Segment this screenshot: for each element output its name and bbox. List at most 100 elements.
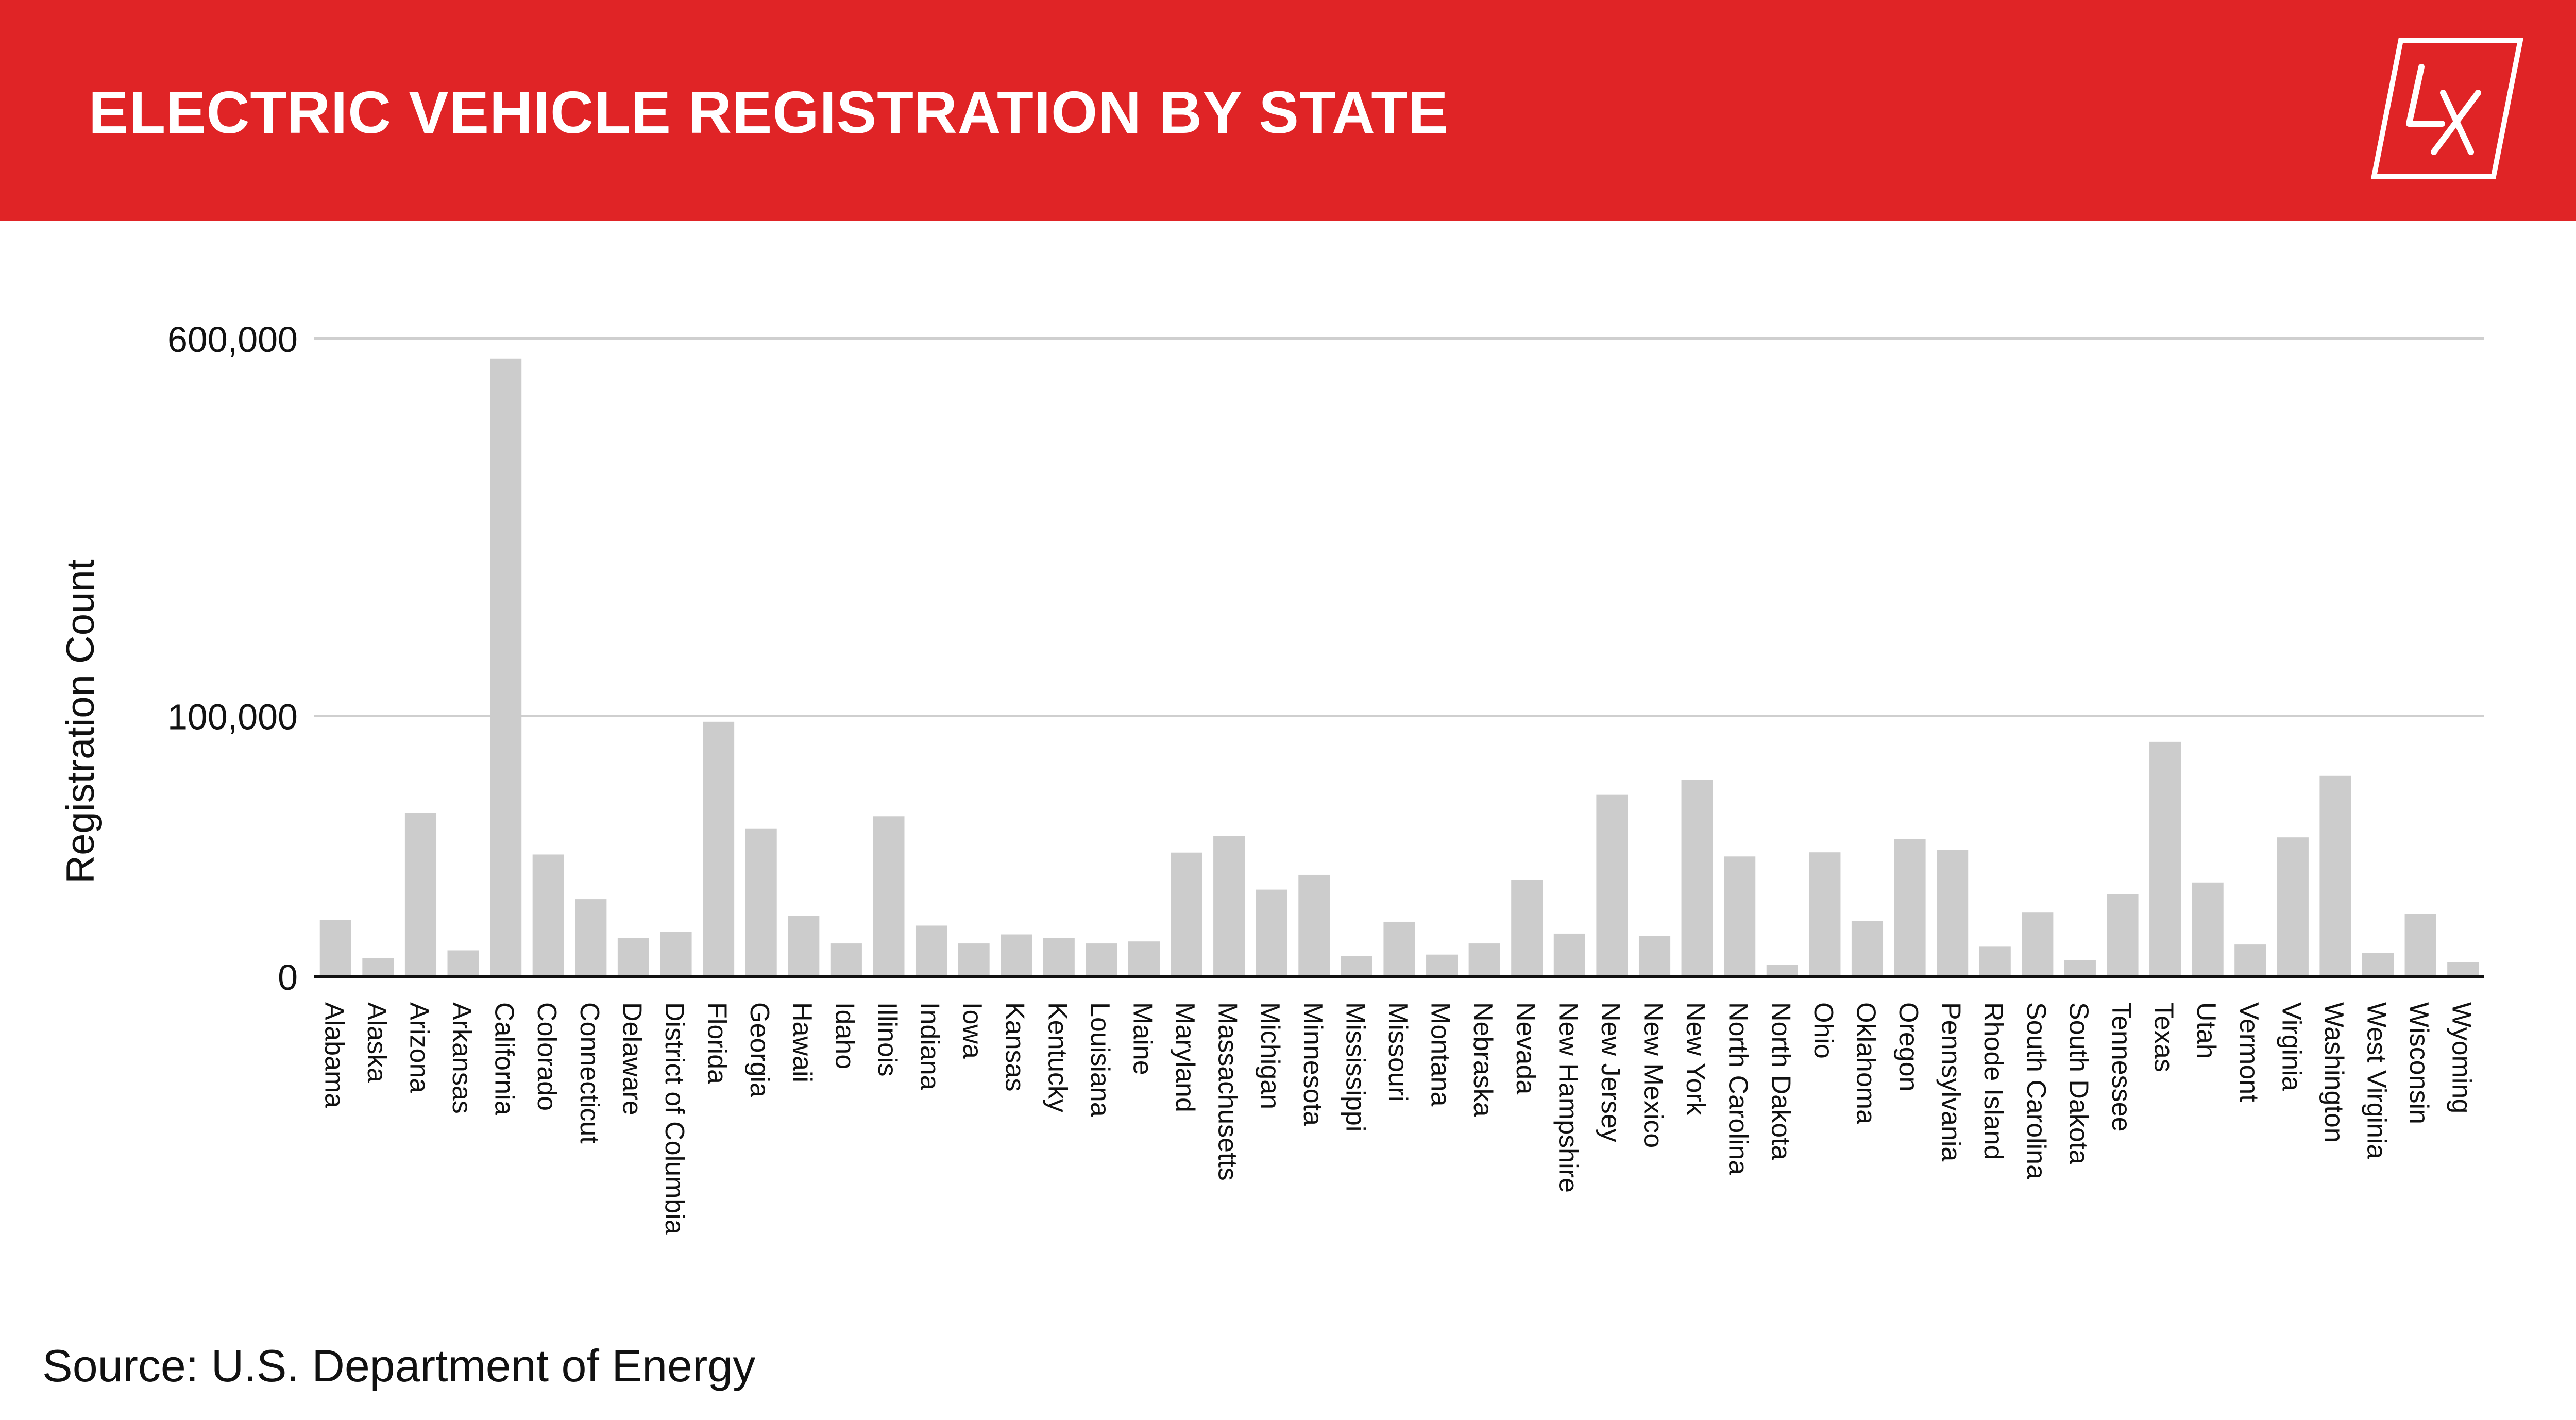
bar (703, 721, 735, 976)
page-title: ELECTRIC VEHICLE REGISTRATION BY STATE (89, 79, 1449, 146)
x-tick-label: Nebraska (1468, 1002, 1498, 1117)
x-tick-label: Arkansas (447, 1002, 477, 1114)
x-tick-label: West Virginia (2362, 1002, 2392, 1159)
x-tick-label: Indiana (915, 1002, 945, 1090)
x-tick-label: Ohio (1808, 1002, 1838, 1059)
bar (1937, 850, 1969, 976)
x-tick-label: Louisiana (1085, 1002, 1115, 1117)
x-tick-label: Colorado (532, 1002, 562, 1111)
bar (1043, 938, 1075, 976)
x-tick-label: Oregon (1893, 1002, 1923, 1091)
x-tick-label: Iowa (957, 1002, 987, 1059)
bar (2404, 914, 2436, 976)
source-note: Source: U.S. Department of Energy (42, 1340, 756, 1391)
x-tick-label: Alaska (362, 1002, 392, 1083)
bar (1128, 941, 1160, 976)
x-tick-label: Virginia (2276, 1002, 2306, 1091)
x-tick-label: Mississippi (1340, 1002, 1370, 1131)
y-tick-label: 100,000 (167, 697, 298, 737)
bar (490, 358, 522, 976)
x-tick-label: Idaho (829, 1002, 859, 1069)
x-tick-label: Delaware (617, 1002, 647, 1115)
x-tick-label: New York (1681, 1002, 1710, 1116)
bar (1001, 934, 1032, 976)
bar (1298, 874, 1330, 976)
bar (1638, 936, 1671, 976)
x-tick-label: Wyoming (2447, 1002, 2477, 1113)
x-tick-label: Kansas (1000, 1002, 1030, 1091)
x-tick-label: Minnesota (1298, 1002, 1328, 1126)
bar (1171, 852, 1202, 976)
x-axis-labels: Alabama Alaska Arizona Arkansas California Co… (319, 1002, 2476, 1235)
x-tick-label: Wisconsin (2404, 1002, 2434, 1124)
bar (617, 938, 649, 976)
bar (575, 899, 607, 976)
bar (2149, 741, 2181, 976)
bar (1213, 836, 1245, 976)
bar (1468, 943, 1500, 976)
bar (404, 813, 437, 976)
bar (2234, 944, 2266, 976)
bar (1383, 921, 1415, 976)
x-tick-label: District of Columbia (659, 1002, 689, 1235)
bars (319, 358, 2479, 976)
bar (1086, 943, 1117, 976)
x-tick-label: California (489, 1002, 519, 1115)
bar (1681, 780, 1713, 976)
x-tick-label: North Carolina (1723, 1002, 1753, 1175)
x-tick-label: Georgia (744, 1002, 774, 1097)
bar (1341, 956, 1372, 976)
x-tick-label: New Jersey (1596, 1002, 1625, 1142)
bar (2064, 960, 2096, 976)
lx-logo-icon (2370, 38, 2524, 179)
bar (788, 916, 820, 976)
x-tick-label: Pennsylvania (1936, 1002, 1966, 1161)
bar (2022, 912, 2054, 976)
bar (362, 958, 394, 976)
x-tick-label: Maine (1127, 1002, 1157, 1075)
bar (745, 828, 777, 976)
x-tick-label: Kentucky (1042, 1002, 1072, 1112)
bar (2319, 775, 2351, 976)
bar (873, 816, 905, 976)
x-tick-label: Massachusetts (1213, 1002, 1243, 1181)
x-tick-label: Texas (2149, 1002, 2179, 1072)
x-tick-label: Florida (702, 1002, 732, 1084)
bar (532, 854, 564, 976)
x-tick-label: South Carolina (2021, 1002, 2051, 1179)
y-axis-ticks: 0 100,000 600,000 (167, 319, 298, 998)
bar (2277, 837, 2309, 976)
x-tick-label: Maryland (1170, 1002, 1200, 1112)
x-tick-label: Michigan (1255, 1002, 1285, 1109)
x-tick-label: Illinois (872, 1002, 902, 1077)
bar (1809, 852, 1841, 976)
y-tick-label: 600,000 (167, 319, 298, 360)
x-tick-label: Nevada (1511, 1002, 1540, 1094)
x-tick-label: North Dakota (1766, 1002, 1795, 1160)
x-tick-label: Vermont (2234, 1002, 2264, 1102)
bar (830, 943, 862, 976)
bar (2192, 882, 2224, 976)
bar (915, 925, 947, 976)
x-tick-label: Arizona (404, 1002, 434, 1093)
x-tick-label: Missouri (1383, 1002, 1413, 1102)
header-banner: ELECTRIC VEHICLE REGISTRATION BY STATE (0, 0, 2576, 221)
y-axis-title: Registration Count (59, 559, 103, 883)
bar (1979, 946, 2011, 976)
x-tick-label: Oklahoma (1851, 1002, 1880, 1124)
x-tick-label: Connecticut (574, 1002, 604, 1144)
bar (958, 943, 990, 976)
bar (1766, 965, 1798, 976)
x-tick-label: Hawaii (787, 1002, 817, 1083)
x-tick-label: Alabama (319, 1002, 349, 1108)
x-tick-label: Montana (1426, 1002, 1455, 1106)
x-tick-label: Rhode Island (1978, 1002, 2008, 1160)
bar (1426, 954, 1458, 976)
bar (1851, 921, 1884, 976)
x-tick-label: South Dakota (2063, 1002, 2093, 1164)
bar (2362, 953, 2394, 976)
bar (1511, 880, 1543, 976)
bar (1596, 794, 1628, 976)
y-tick-label: 0 (278, 957, 298, 998)
